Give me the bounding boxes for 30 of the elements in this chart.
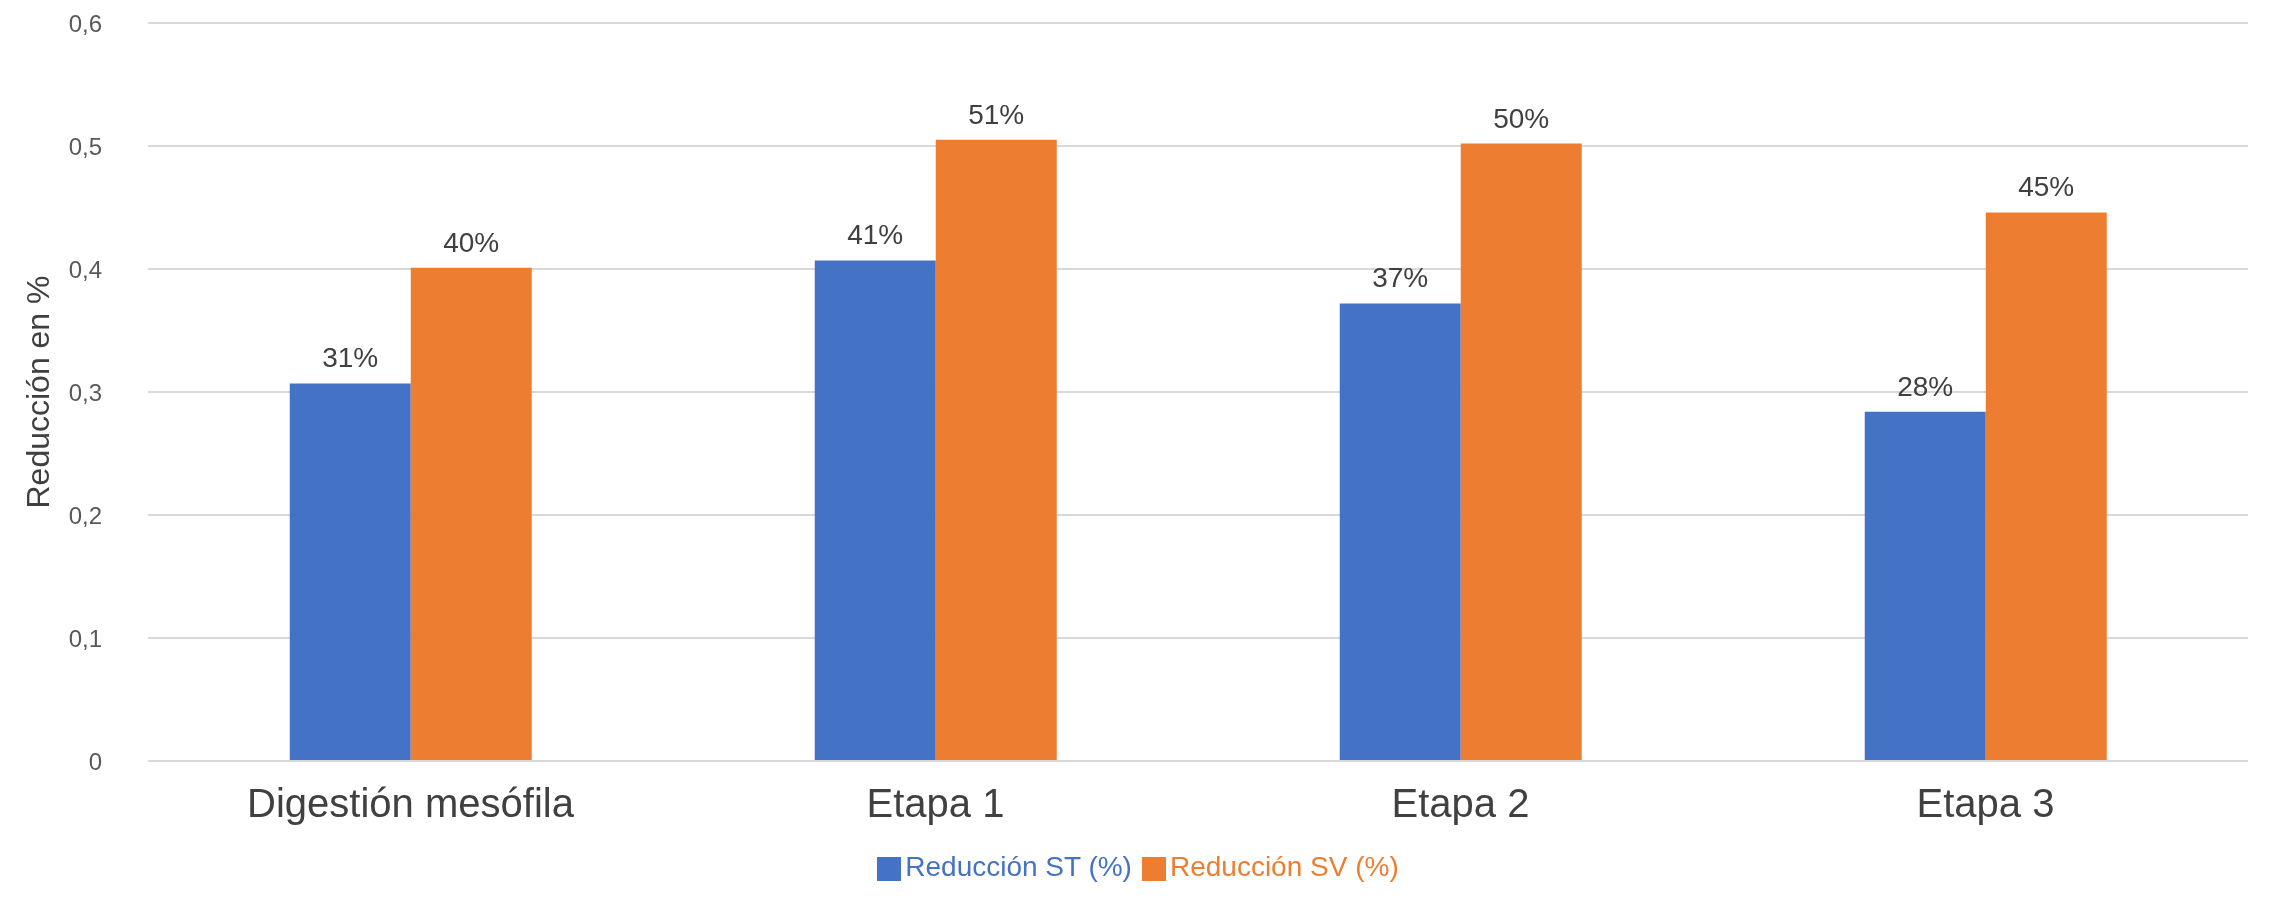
y-tick-label: 0: [88, 747, 102, 775]
y-tick-label: 0,4: [68, 255, 102, 283]
data-label: 45%: [2018, 171, 2075, 203]
y-tick-label: 0,5: [68, 132, 102, 160]
data-label: 41%: [847, 219, 904, 251]
x-tick-label: Etapa 1: [866, 781, 1005, 826]
y-tick-label: 0,3: [68, 378, 102, 406]
y-axis-title: Reducción en %: [20, 275, 57, 509]
data-label: 40%: [443, 226, 500, 258]
bar: [1460, 143, 1582, 761]
bar: [410, 267, 532, 761]
bar: [814, 260, 936, 761]
x-tick-label: Etapa 2: [1391, 781, 1530, 826]
x-tick-label: Etapa 3: [1916, 781, 2055, 826]
data-label: 31%: [322, 342, 379, 374]
data-label: 51%: [968, 98, 1025, 130]
bar: [1339, 303, 1461, 761]
y-tick-label: 0,6: [68, 9, 102, 37]
x-tick-label: Digestión mesófila: [247, 781, 575, 826]
bar: [1864, 411, 1986, 761]
bar: [289, 383, 411, 761]
legend-label: Reducción SV (%): [1169, 851, 1399, 882]
data-label: 28%: [1897, 370, 1954, 402]
bar: [1985, 212, 2107, 761]
data-label: 50%: [1493, 102, 1550, 134]
y-tick-label: 0,2: [68, 501, 102, 529]
y-tick-label: 0,1: [68, 624, 102, 652]
legend-label: Reducción ST (%): [905, 851, 1132, 882]
data-label: 37%: [1372, 262, 1429, 294]
bar: [935, 139, 1057, 761]
